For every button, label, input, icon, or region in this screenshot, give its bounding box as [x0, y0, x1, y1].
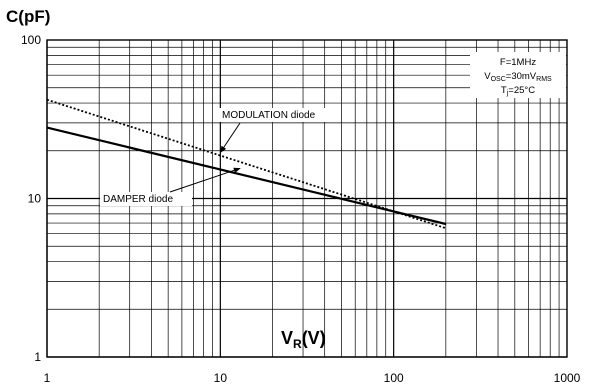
- y-tick-label: 10: [28, 192, 42, 206]
- damper-diode-label: DAMPER diode: [103, 194, 173, 205]
- annotation-arrow: [169, 167, 241, 193]
- condition-main: F=1MHz: [500, 57, 536, 68]
- condition-line: VOSC=30mVRMS: [484, 71, 552, 83]
- condition-sub: OSC: [491, 76, 506, 83]
- conditions-bg: [470, 52, 566, 98]
- modulation-diode-label: MODULATION diode: [222, 110, 316, 121]
- condition-main2: =30mV: [506, 71, 537, 82]
- grid: [46, 40, 567, 358]
- condition-line: F=1MHz: [500, 57, 536, 68]
- y-axis-title: C(pF): [6, 7, 50, 26]
- annotation-bg: [219, 108, 326, 122]
- x-tick-label: 100: [384, 371, 404, 385]
- condition-sub2: RMS: [536, 76, 552, 83]
- condition-main: V: [484, 71, 491, 82]
- y-tick-label: 100: [21, 33, 41, 47]
- x-axis-title-main: V: [281, 328, 293, 348]
- modulation-diode-line: [46, 98, 447, 230]
- x-axis-title-sub: R: [293, 337, 302, 351]
- annotation-arrow: [219, 122, 241, 154]
- series-lines: [46, 98, 447, 230]
- condition-sub: j: [506, 90, 509, 97]
- condition-main2: =25°C: [508, 85, 535, 96]
- x-axis-title-tail: (V): [302, 328, 326, 348]
- tick-labels: 1 10 100 1000 1 10 100: [21, 33, 581, 385]
- condition-main: T: [501, 85, 507, 96]
- x-tick-label: 1: [44, 371, 51, 385]
- plot-frame: [46, 39, 568, 358]
- y-tick-label: 1: [34, 350, 41, 364]
- annotations: MODULATION diode DAMPER diode: [100, 108, 326, 206]
- x-axis-title: VR(V): [281, 328, 326, 351]
- x-tick-label: 1000: [554, 371, 581, 385]
- annotation-bg: [100, 192, 192, 206]
- condition-line: Tj=25°C: [501, 85, 535, 97]
- x-tick-label: 10: [214, 371, 228, 385]
- damper-diode-line: [46, 126, 447, 226]
